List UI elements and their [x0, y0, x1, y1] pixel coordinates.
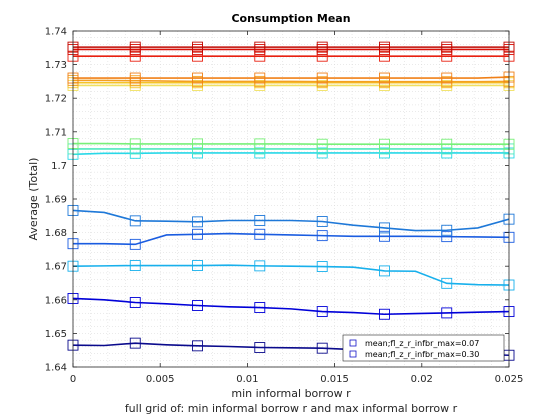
legend-label: mean;fl_z_r_infbr_max=0.07	[365, 339, 479, 348]
series-line	[73, 76, 510, 79]
data-point	[379, 230, 390, 242]
data-point	[441, 138, 453, 150]
data-point	[192, 260, 203, 271]
data-point	[441, 50, 453, 62]
data-point	[129, 238, 141, 250]
y-tick-label: 1.68	[45, 228, 67, 239]
series-line	[72, 297, 510, 316]
data-point	[316, 50, 328, 62]
data-point	[316, 72, 328, 84]
ticks: 0 0.005 0.01 0.015 0.02 0.025 1.64 1.65 1.66 1.67…	[45, 27, 524, 386]
data-point	[316, 230, 328, 242]
y-tick-label: 1.71	[45, 127, 67, 138]
data-point	[254, 215, 266, 226]
x-tick-label: 0.015	[320, 374, 349, 385]
data-point	[129, 72, 141, 84]
y-tick-label: 1.69	[45, 195, 67, 206]
y-tick-label: 1.73	[45, 60, 67, 71]
x-tick-label: 0.01	[236, 374, 258, 385]
data-point	[441, 41, 453, 53]
series-group	[67, 41, 515, 361]
data-point	[129, 215, 141, 227]
data-point	[254, 138, 266, 150]
x-axis-title: min informal borrow r	[231, 387, 351, 400]
legend-box	[342, 334, 505, 362]
data-point	[379, 265, 390, 277]
y-tick-label: 1.66	[45, 295, 67, 306]
series-line	[72, 209, 510, 232]
data-point	[192, 216, 203, 228]
data-point	[316, 216, 328, 227]
data-point	[192, 340, 203, 352]
chart-title: Consumption Mean	[231, 12, 350, 25]
data-point	[254, 228, 266, 240]
data-point	[441, 231, 453, 243]
series-4	[67, 204, 515, 236]
data-point	[192, 300, 203, 311]
y-tick-label: 1.74	[45, 27, 67, 38]
data-point	[441, 277, 453, 289]
data-point	[254, 342, 266, 353]
x-tick-label: 0.02	[411, 374, 433, 385]
x-tick-label: 0.025	[495, 374, 524, 385]
data-point	[129, 41, 141, 53]
legend-marker	[349, 350, 357, 358]
series-line	[73, 232, 510, 246]
data-point	[316, 261, 328, 272]
x-axis-subtitle: full grid of: min informal borrow r and …	[125, 402, 458, 415]
x-tick-label: 0	[70, 374, 76, 385]
data-point	[316, 41, 328, 53]
y-tick-label: 1.64	[45, 363, 67, 374]
data-point	[192, 228, 203, 240]
data-point	[129, 297, 141, 308]
data-point	[192, 138, 203, 150]
series-line	[72, 152, 509, 156]
series-5	[67, 260, 515, 291]
data-point	[254, 72, 266, 84]
data-point	[254, 50, 266, 62]
data-point	[254, 41, 266, 53]
data-point	[379, 308, 390, 320]
y-axis-title: Average (Total)	[27, 158, 40, 241]
data-point	[129, 337, 141, 349]
x-tick-label: 0.005	[146, 374, 175, 385]
y-tick-label: 1.7	[51, 161, 67, 172]
data-point	[316, 306, 328, 318]
data-point	[254, 260, 266, 272]
data-point	[316, 342, 328, 354]
data-point	[379, 222, 390, 234]
data-point	[379, 41, 390, 53]
legend-marker	[349, 339, 357, 347]
data-point	[379, 72, 390, 84]
legend-label: mean;fl_z_r_infbr_max=0.30	[365, 350, 479, 359]
series-line	[72, 264, 510, 286]
data-point	[254, 302, 266, 313]
y-tick-label: 1.72	[45, 94, 67, 105]
data-point	[316, 138, 328, 150]
y-tick-label: 1.67	[45, 262, 67, 273]
series-line	[73, 79, 510, 83]
data-point	[129, 138, 141, 150]
data-point	[129, 50, 141, 62]
data-point	[192, 72, 203, 84]
series-15	[67, 41, 515, 53]
data-point	[379, 138, 390, 150]
y-tick-label: 1.65	[45, 329, 67, 340]
data-point	[192, 50, 203, 62]
data-point	[441, 72, 453, 84]
data-point	[441, 224, 453, 236]
data-point	[441, 307, 453, 319]
data-point	[192, 41, 203, 53]
data-point	[129, 260, 141, 271]
series-line	[73, 142, 509, 146]
data-point	[379, 50, 390, 62]
legend: mean;fl_z_r_infbr_max=0.07 mean;fl_z_r_in…	[342, 334, 505, 362]
